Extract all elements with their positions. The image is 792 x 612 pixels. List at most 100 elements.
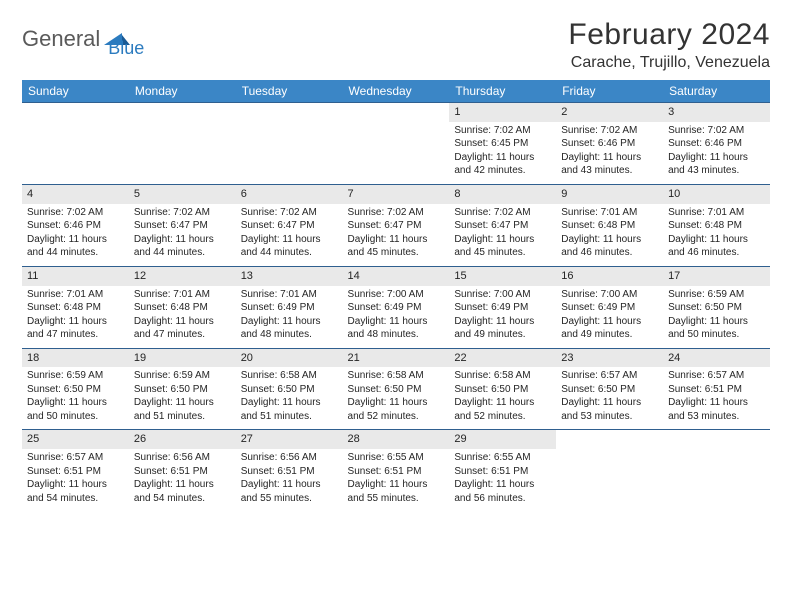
sunrise-text: Sunrise: 6:59 AM: [668, 288, 765, 302]
day-number: 25: [22, 430, 129, 449]
calendar-day-cell: 10 Sunrise: 7:01 AMSunset: 6:48 PMDayligh…: [663, 184, 770, 266]
day-number: 29: [449, 430, 556, 449]
day-number: 4: [22, 185, 129, 204]
daylight-text: Daylight: 11 hours and 53 minutes.: [668, 396, 765, 423]
calendar-day-cell: 13Sunrise: 7:01 AMSunset: 6:49 PMDayligh…: [236, 266, 343, 348]
sunrise-text: Sunrise: 7:02 AM: [454, 124, 551, 138]
calendar-day-cell: 29Sunrise: 6:55 AMSunset: 6:51 PMDayligh…: [449, 430, 556, 511]
day-header-row: SundayMondayTuesdayWednesdayThursdayFrid…: [22, 80, 770, 103]
day-header: Tuesday: [236, 80, 343, 103]
sunset-text: Sunset: 6:50 PM: [27, 383, 124, 397]
calendar-week-row: 4Sunrise: 7:02 AMSunset: 6:46 PMDaylight…: [22, 184, 770, 266]
calendar-day-cell: 25Sunrise: 6:57 AMSunset: 6:51 PMDayligh…: [22, 430, 129, 511]
sunrise-text: Sunrise: 7:01 AM: [134, 288, 231, 302]
daylight-text: Daylight: 11 hours and 46 minutes.: [561, 233, 658, 260]
daylight-text: Daylight: 11 hours and 49 minutes.: [561, 315, 658, 342]
sunrise-text: Sunrise: 6:59 AM: [134, 369, 231, 383]
calendar-day-cell: 5Sunrise: 7:02 AMSunset: 6:47 PMDaylight…: [129, 184, 236, 266]
daylight-text: Daylight: 11 hours and 46 minutes.: [668, 233, 765, 260]
daylight-text: Daylight: 11 hours and 55 minutes.: [241, 478, 338, 505]
calendar-day-cell: 2Sunrise: 7:02 AMSunset: 6:46 PMDaylight…: [556, 103, 663, 185]
day-number: 19: [129, 349, 236, 368]
calendar-day-cell: 19Sunrise: 6:59 AMSunset: 6:50 PMDayligh…: [129, 348, 236, 430]
sunrise-text: Sunrise: 7:00 AM: [561, 288, 658, 302]
calendar-day-cell: [343, 103, 450, 185]
daylight-text: Daylight: 11 hours and 44 minutes.: [134, 233, 231, 260]
sunrise-text: Sunrise: 7:01 AM: [27, 288, 124, 302]
sunset-text: Sunset: 6:50 PM: [454, 383, 551, 397]
calendar-week-row: 25Sunrise: 6:57 AMSunset: 6:51 PMDayligh…: [22, 430, 770, 511]
calendar-day-cell: 23Sunrise: 6:57 AMSunset: 6:50 PMDayligh…: [556, 348, 663, 430]
sunrise-text: Sunrise: 6:56 AM: [241, 451, 338, 465]
day-number: 21: [343, 349, 450, 368]
sunrise-text: Sunrise: 6:58 AM: [454, 369, 551, 383]
day-number: 7: [343, 185, 450, 204]
calendar-table: SundayMondayTuesdayWednesdayThursdayFrid…: [22, 80, 770, 511]
sunrise-text: Sunrise: 6:59 AM: [27, 369, 124, 383]
daylight-text: Daylight: 11 hours and 49 minutes.: [454, 315, 551, 342]
sunset-text: Sunset: 6:47 PM: [348, 219, 445, 233]
calendar-week-row: 11Sunrise: 7:01 AMSunset: 6:48 PMDayligh…: [22, 266, 770, 348]
location-text: Carache, Trujillo, Venezuela: [568, 54, 770, 72]
daylight-text: Daylight: 11 hours and 50 minutes.: [668, 315, 765, 342]
page-title: February 2024: [568, 18, 770, 52]
sunrise-text: Sunrise: 7:02 AM: [134, 206, 231, 220]
daylight-text: Daylight: 11 hours and 56 minutes.: [454, 478, 551, 505]
day-number: 9: [556, 185, 663, 204]
sunset-text: Sunset: 6:45 PM: [454, 137, 551, 151]
sunrise-text: Sunrise: 7:01 AM: [668, 206, 765, 220]
daylight-text: Daylight: 11 hours and 51 minutes.: [241, 396, 338, 423]
day-header: Friday: [556, 80, 663, 103]
day-number: 11: [22, 267, 129, 286]
sunrise-text: Sunrise: 7:02 AM: [454, 206, 551, 220]
calendar-day-cell: 7Sunrise: 7:02 AMSunset: 6:47 PMDaylight…: [343, 184, 450, 266]
day-number: 14: [343, 267, 450, 286]
day-number: 16: [556, 267, 663, 286]
calendar-day-cell: 22Sunrise: 6:58 AMSunset: 6:50 PMDayligh…: [449, 348, 556, 430]
daylight-text: Daylight: 11 hours and 45 minutes.: [454, 233, 551, 260]
sunset-text: Sunset: 6:49 PM: [241, 301, 338, 315]
calendar-week-row: 1Sunrise: 7:02 AMSunset: 6:45 PMDaylight…: [22, 103, 770, 185]
daylight-text: Daylight: 11 hours and 54 minutes.: [134, 478, 231, 505]
calendar-day-cell: [556, 430, 663, 511]
sunset-text: Sunset: 6:48 PM: [134, 301, 231, 315]
day-number: 5: [129, 185, 236, 204]
title-block: February 2024 Carache, Trujillo, Venezue…: [568, 18, 770, 72]
sunset-text: Sunset: 6:48 PM: [668, 219, 765, 233]
sunrise-text: Sunrise: 6:58 AM: [241, 369, 338, 383]
calendar-day-cell: [236, 103, 343, 185]
day-header: Monday: [129, 80, 236, 103]
logo: General Blue: [22, 18, 144, 59]
daylight-text: Daylight: 11 hours and 44 minutes.: [27, 233, 124, 260]
sunrise-text: Sunrise: 7:02 AM: [241, 206, 338, 220]
calendar-day-cell: 3Sunrise: 7:02 AMSunset: 6:46 PMDaylight…: [663, 103, 770, 185]
calendar-day-cell: 21Sunrise: 6:58 AMSunset: 6:50 PMDayligh…: [343, 348, 450, 430]
daylight-text: Daylight: 11 hours and 42 minutes.: [454, 151, 551, 178]
sunset-text: Sunset: 6:47 PM: [241, 219, 338, 233]
daylight-text: Daylight: 11 hours and 44 minutes.: [241, 233, 338, 260]
calendar-day-cell: 8 Sunrise: 7:02 AMSunset: 6:47 PMDaylight…: [449, 184, 556, 266]
sunrise-text: Sunrise: 6:57 AM: [561, 369, 658, 383]
sunrise-text: Sunrise: 7:02 AM: [348, 206, 445, 220]
day-number: 18: [22, 349, 129, 368]
sunrise-text: Sunrise: 6:57 AM: [668, 369, 765, 383]
day-number: 22: [449, 349, 556, 368]
sunset-text: Sunset: 6:51 PM: [134, 465, 231, 479]
day-number: 20: [236, 349, 343, 368]
sunset-text: Sunset: 6:46 PM: [27, 219, 124, 233]
day-number: 12: [129, 267, 236, 286]
calendar-day-cell: 27Sunrise: 6:56 AMSunset: 6:51 PMDayligh…: [236, 430, 343, 511]
day-header: Wednesday: [343, 80, 450, 103]
sunset-text: Sunset: 6:47 PM: [454, 219, 551, 233]
day-header: Thursday: [449, 80, 556, 103]
sunrise-text: Sunrise: 7:02 AM: [668, 124, 765, 138]
day-number: 13: [236, 267, 343, 286]
sunset-text: Sunset: 6:46 PM: [668, 137, 765, 151]
sunrise-text: Sunrise: 6:57 AM: [27, 451, 124, 465]
sunrise-text: Sunrise: 7:02 AM: [561, 124, 658, 138]
day-number: 27: [236, 430, 343, 449]
day-number: 8: [449, 185, 556, 204]
logo-text-general: General: [22, 26, 100, 52]
day-number: 10: [663, 185, 770, 204]
day-header: Saturday: [663, 80, 770, 103]
